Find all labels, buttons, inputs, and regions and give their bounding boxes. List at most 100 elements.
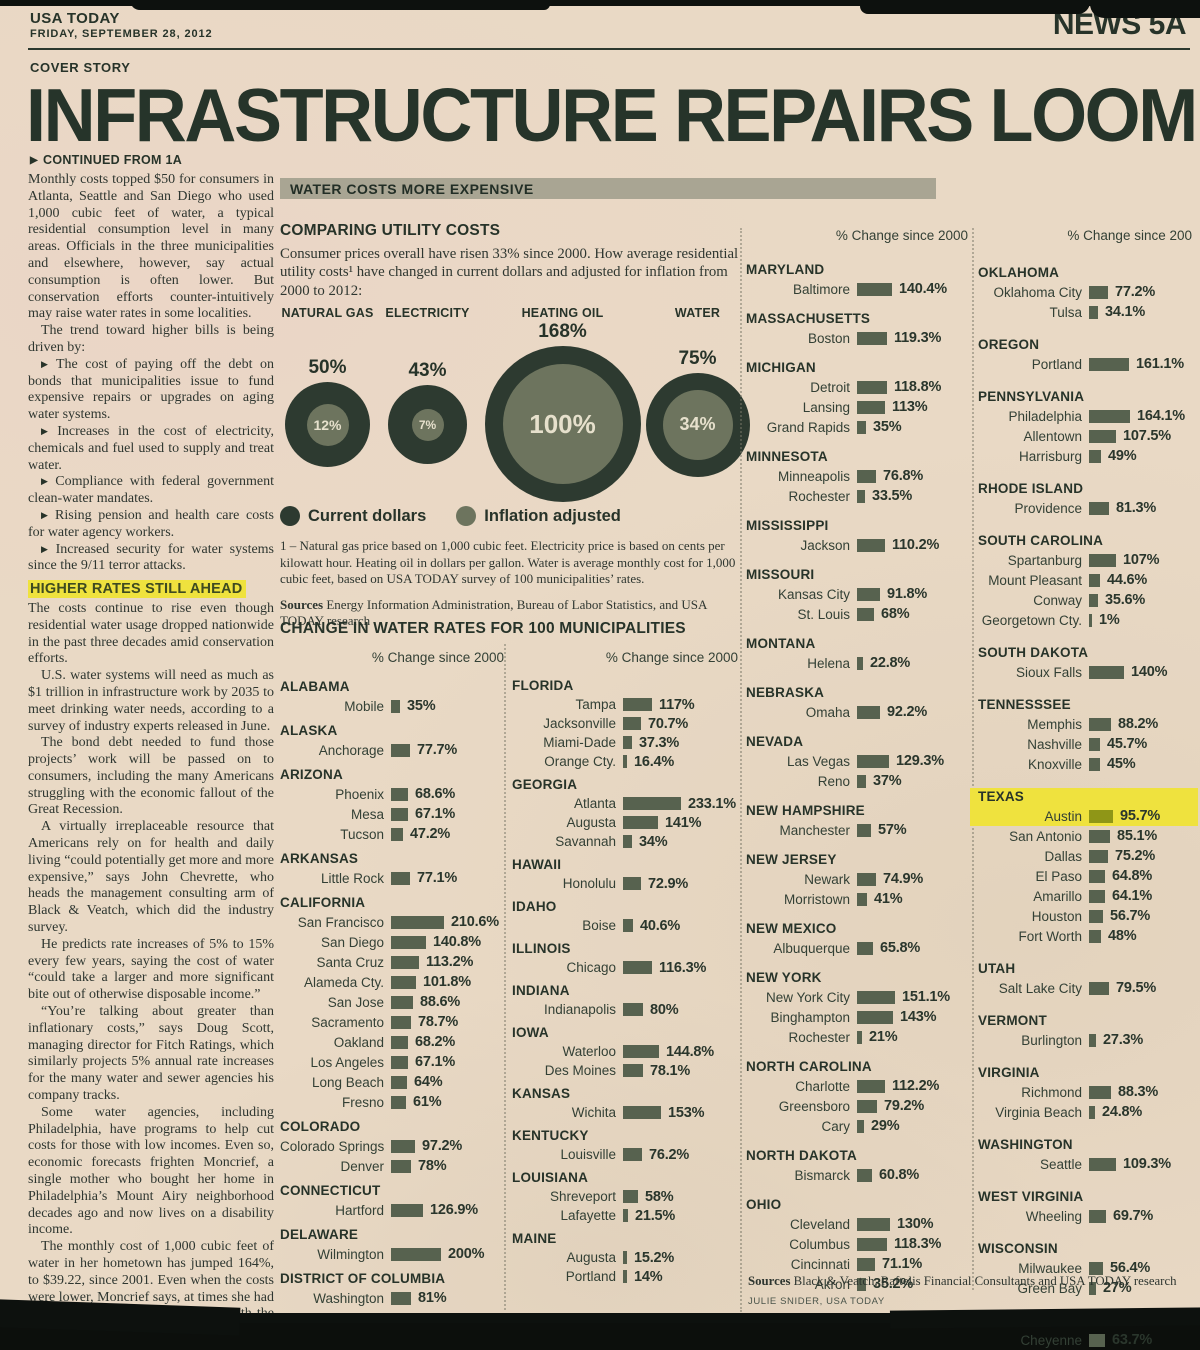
state-group: SOUTH CAROLINA Spartanburg 107% Mount Pleas… [978, 532, 1192, 630]
rate-bar [1089, 717, 1111, 731]
city-label: Akron [814, 1276, 850, 1292]
rate-value: 101.8% [423, 974, 471, 990]
rate-value: 112.2% [892, 1078, 940, 1094]
city-label: Tucson [340, 826, 384, 842]
state-group: UTAH Salt Lake City 79.5% [978, 960, 1192, 998]
article-paragraph: A virtually irreplaceable resource that … [28, 819, 274, 936]
bullet-text: Increases in the cost of electricity, ch… [28, 423, 274, 473]
rate-bar [391, 743, 410, 757]
rate-row: Morristown 41% [746, 889, 968, 909]
rate-value: 21% [869, 1029, 898, 1045]
bullet-arrow-icon: ▶ [41, 544, 52, 555]
state-group: GEORGIA Atlanta 233.1% Augusta 141% Savannah 3… [512, 776, 738, 851]
city-label: Lansing [802, 399, 850, 415]
article-bullet: ▶ Increased security for water systems si… [28, 542, 274, 576]
article-paragraph: The bond debt needed to fund those proje… [28, 735, 274, 818]
state-label: PENNSYLVANIA [978, 389, 1085, 404]
state-label: CALIFORNIA [280, 895, 366, 910]
rate-row: Hartford 126.9% [280, 1200, 504, 1220]
rate-row: Austin 95.7% [970, 806, 1198, 826]
rate-row: Milwaukee 56.4% [978, 1258, 1192, 1278]
state-group: ILLINOIS Chicago 116.3% [512, 940, 738, 977]
state-label: TENNESSSEE [978, 697, 1071, 712]
rate-bar [857, 705, 880, 719]
city-label: Cleveland [789, 1216, 850, 1232]
bullet-text: Compliance with federal government clean… [28, 474, 274, 507]
rate-bar [1089, 285, 1108, 299]
state-group: DISTRICT OF COLUMBIA Washington 81% [280, 1270, 504, 1308]
rate-bar [623, 1148, 642, 1161]
rate-row: Tulsa 34.1% [978, 302, 1192, 322]
rate-bar [1089, 305, 1098, 319]
city-label: Phoenix [335, 786, 384, 802]
city-label: Burlington [1021, 1032, 1082, 1048]
utility-circle-stack: 50% 12% [280, 322, 375, 502]
state-group: NEW MEXICO Albuquerque 65.8% [746, 920, 968, 958]
state-label: LOUISIANA [512, 1170, 589, 1185]
rate-value: 80% [650, 1001, 679, 1018]
sources-top-label: Sources [280, 596, 324, 612]
rate-bar [1089, 1333, 1105, 1347]
rate-row: Fort Worth 48% [978, 926, 1192, 946]
rate-bar [623, 797, 681, 810]
inflation-adjusted-value: 100% [529, 408, 596, 439]
state-group: DELAWARE Wilmington 200% [280, 1226, 504, 1264]
city-label: Denver [340, 1158, 384, 1174]
rate-value: 49% [1108, 448, 1137, 464]
rate-row: Cleveland 130% [746, 1214, 968, 1234]
state-label: MASSACHUSETTS [746, 311, 871, 326]
rates-col-4: % Change since 200 OKLAHOMA Oklahoma City 7… [970, 228, 1198, 1350]
masthead-rule [28, 48, 1190, 50]
rate-bar [391, 995, 413, 1009]
rate-row: Lansing 113% [746, 397, 968, 417]
rate-row: Las Vegas 129.3% [746, 751, 968, 771]
state-label: WASHINGTON [978, 1137, 1073, 1152]
torn-edge-top [0, 0, 1200, 6]
rate-row: Manchester 57% [746, 820, 968, 840]
city-label: Shreveport [549, 1189, 616, 1204]
article-bullet: ▶ Rising pension and health care costs fo… [28, 508, 274, 542]
state-label: UTAH [978, 961, 1016, 976]
rate-row: San Diego 140.8% [280, 932, 504, 952]
rate-bar [1089, 1281, 1096, 1295]
city-label: Seattle [1039, 1156, 1082, 1172]
city-label: Omaha [805, 704, 850, 720]
inflation-adjusted-circle: 100% [502, 364, 623, 485]
rate-value: 118.8% [894, 379, 942, 395]
rate-value: 143% [900, 1009, 937, 1025]
state-group: VERMONT Burlington 27.3% [978, 1012, 1192, 1050]
rate-value: 69.7% [1113, 1208, 1154, 1224]
rate-bar [391, 787, 408, 801]
rate-value: 35.6% [1105, 592, 1146, 608]
state-group: FLORIDA Tampa 117% Jacksonville 70.7% Miami-D… [512, 677, 738, 771]
rate-bar [1089, 1209, 1106, 1223]
city-label: Fort Worth [1018, 928, 1082, 944]
rate-value: 107.5% [1123, 428, 1171, 444]
percent-change-header: % Change since 2000 [371, 650, 504, 665]
rate-row: Omaha 92.2% [746, 702, 968, 722]
rate-bar [391, 1203, 423, 1217]
rate-bar [857, 489, 865, 503]
city-label: Miami-Dade [543, 735, 616, 750]
city-label: Little Rock [320, 870, 384, 886]
rate-row: Savannah 34% [512, 832, 738, 851]
rate-bar [1089, 849, 1108, 863]
chart-legend: Current dollars Inflation adjusted [280, 506, 750, 527]
rate-bar [391, 1015, 411, 1029]
rate-row: Providence 81.3% [978, 498, 1192, 518]
sources-bottom: Sources Black & Veatch, Raftelis Financi… [748, 1274, 1193, 1289]
rate-bar [1089, 357, 1129, 371]
rate-row: Portland 161.1% [978, 354, 1192, 374]
rate-bar [1089, 889, 1105, 903]
state-group: MASSACHUSETTS Boston 119.3% [746, 310, 968, 348]
torn-edge-bottom-right [889, 1307, 1200, 1329]
state-group: NEVADA Las Vegas 129.3% Reno 37% [746, 733, 968, 791]
inflation-adjusted-circle: 7% [411, 408, 444, 441]
city-label: Providence [1014, 500, 1082, 516]
city-label: Conway [1033, 592, 1082, 608]
rate-row: Augusta 141% [512, 813, 738, 832]
rate-row: Anchorage 77.7% [280, 740, 504, 760]
state-group: KENTUCKY Louisville 76.2% [512, 1127, 738, 1164]
rate-value: 48% [1108, 928, 1137, 944]
state-group: NEBRASKA Omaha 92.2% [746, 684, 968, 722]
